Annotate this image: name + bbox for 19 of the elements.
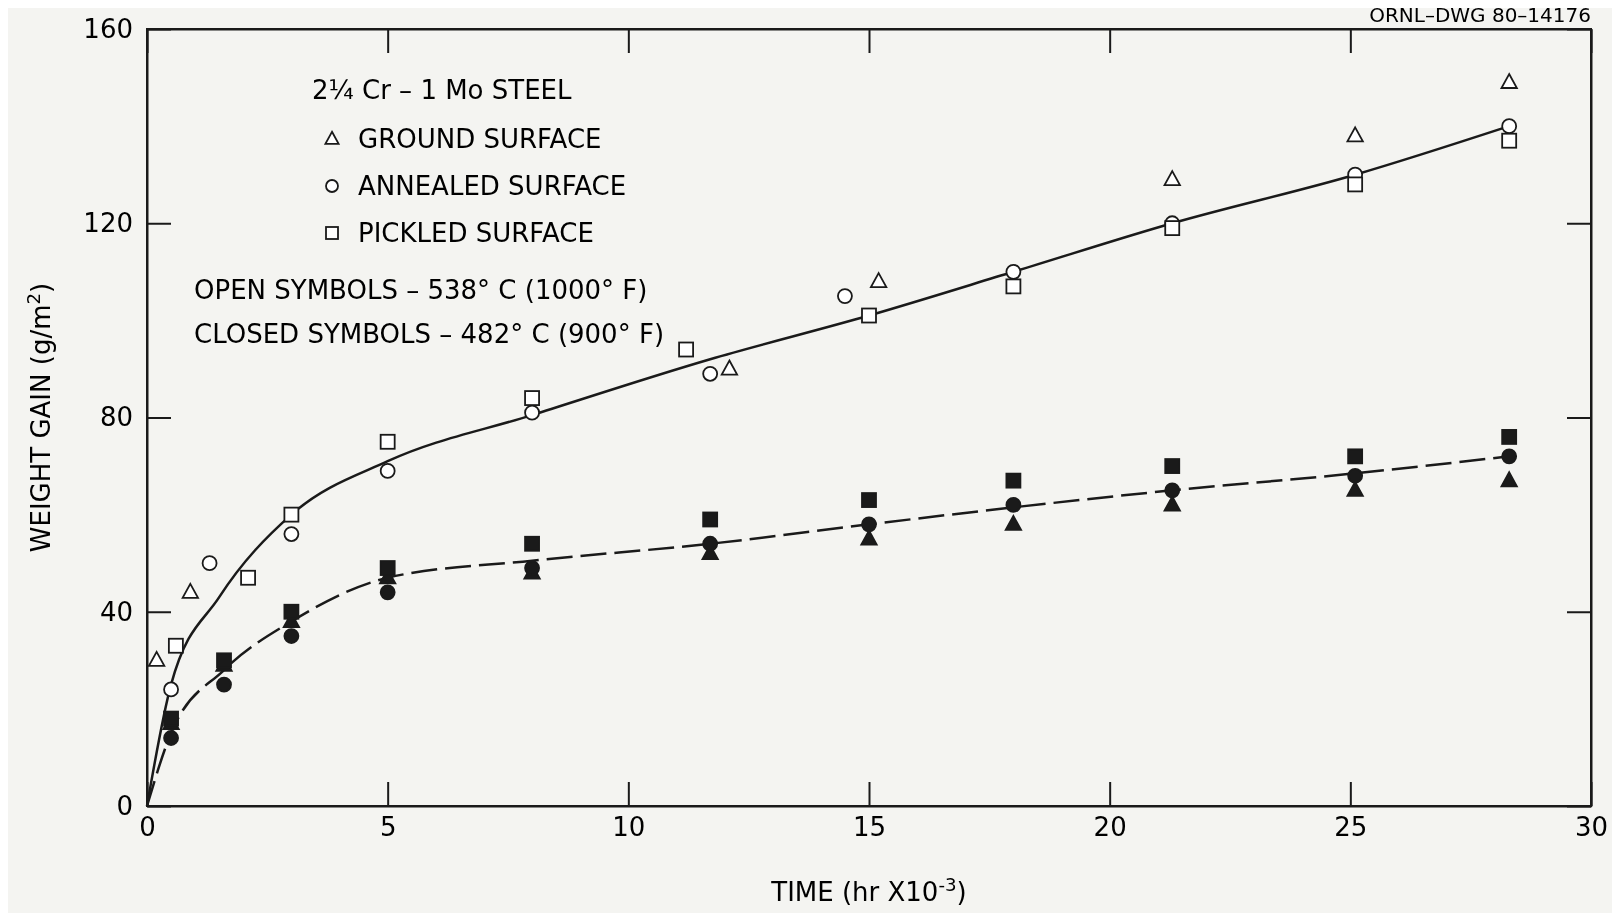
y-tick-label: 120 bbox=[83, 208, 133, 239]
x-tick-label: 0 bbox=[139, 812, 156, 843]
annotation: CLOSED SYMBOLS – 482° C (900° F) bbox=[194, 319, 665, 349]
legend-title: 2¼ Cr – 1 Mo STEEL bbox=[312, 75, 573, 105]
x-tick-label: 5 bbox=[379, 812, 397, 843]
legend-label: ANNEALED SURFACE bbox=[358, 171, 627, 201]
x-tick-label: 30 bbox=[1574, 812, 1609, 843]
x-tick-label: 20 bbox=[1093, 812, 1127, 843]
legend-label: PICKLED SURFACE bbox=[358, 218, 594, 248]
y-tick-label: 160 bbox=[83, 13, 133, 44]
x-tick-label: 15 bbox=[852, 812, 887, 843]
x-tick-label: 10 bbox=[612, 812, 646, 843]
x-tick-label: 25 bbox=[1334, 812, 1368, 843]
y-tick-label: 0 bbox=[116, 790, 133, 821]
annotation: OPEN SYMBOLS – 538° C (1000° F) bbox=[194, 275, 648, 305]
x-axis-title: TIME (hr X10$^{-3}$) bbox=[770, 873, 967, 907]
legend-label: GROUND SURFACE bbox=[358, 124, 602, 154]
y-tick-label: 40 bbox=[99, 596, 133, 627]
y-tick-label: 80 bbox=[99, 402, 133, 433]
